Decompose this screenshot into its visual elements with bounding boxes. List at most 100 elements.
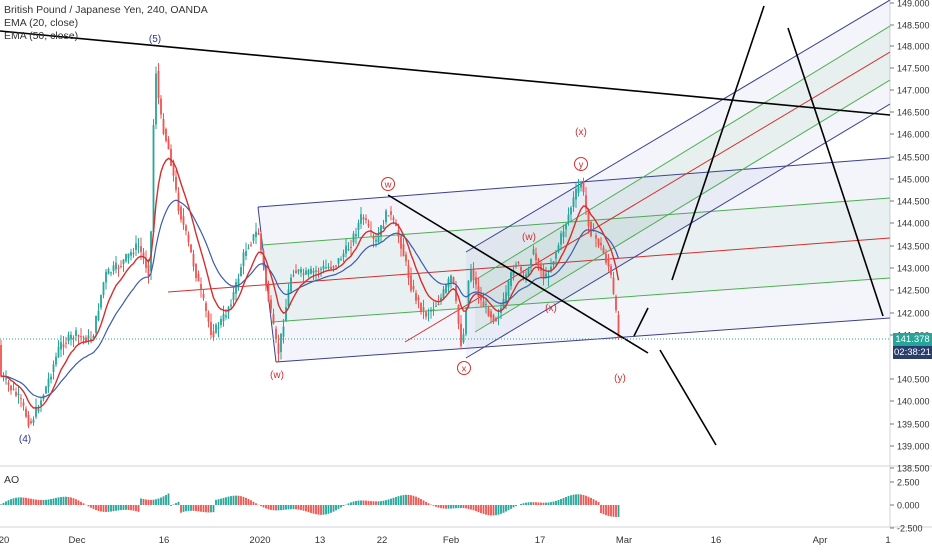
ao-bar xyxy=(280,505,282,510)
candle-body xyxy=(353,234,355,243)
ao-bar xyxy=(490,505,492,515)
price-tick-label: 146.500 xyxy=(897,108,930,118)
ao-bar xyxy=(398,496,400,505)
ao-bar xyxy=(390,499,392,505)
candle-body xyxy=(450,275,452,282)
ao-bar xyxy=(60,497,62,505)
ema50-legend[interactable]: EMA (50, close) xyxy=(4,30,208,43)
candle-body xyxy=(213,331,215,337)
ao-bar xyxy=(535,502,537,505)
ao-bar xyxy=(395,497,397,505)
ao-tick-label: 0.000 xyxy=(897,501,920,511)
candle-body xyxy=(223,314,225,321)
ao-bar xyxy=(158,499,160,505)
ao-bar xyxy=(365,501,367,505)
price-tick-label: 138.500 xyxy=(897,464,930,474)
ao-bar xyxy=(245,498,247,505)
candle-body xyxy=(320,269,322,270)
candle-body xyxy=(188,235,190,242)
ao-bar xyxy=(348,503,350,505)
ao-bar xyxy=(605,505,607,515)
candle-body xyxy=(5,378,7,379)
candle-body xyxy=(80,336,82,337)
ao-bar xyxy=(295,505,297,509)
candle-body xyxy=(233,292,235,300)
ao-bar xyxy=(160,498,162,505)
ao-bar xyxy=(28,498,30,505)
projection-line-2 xyxy=(660,350,716,445)
ao-bar xyxy=(208,505,210,512)
ao-bar xyxy=(8,500,10,505)
candle-body xyxy=(600,243,602,246)
ao-bar xyxy=(360,500,362,505)
ao-bar xyxy=(373,501,375,505)
ao-bar xyxy=(550,502,552,505)
ao-bar xyxy=(478,505,480,512)
candle-body xyxy=(75,330,77,336)
candle-body xyxy=(383,226,385,229)
price-tick-label: 139.000 xyxy=(897,442,930,452)
ao-bar xyxy=(383,501,385,505)
ao-bar xyxy=(575,494,577,505)
candle-body xyxy=(200,284,202,290)
ao-bar xyxy=(25,498,27,505)
ao-bar xyxy=(495,505,497,515)
candle-body xyxy=(220,319,222,325)
candle-body xyxy=(573,197,575,207)
candle-body xyxy=(520,267,522,271)
candle-body xyxy=(133,253,135,254)
candle-body xyxy=(338,258,340,263)
ao-bar xyxy=(443,505,445,509)
ao-bar xyxy=(113,505,115,511)
symbol-title[interactable]: British Pound / Japanese Yen, 240, OANDA xyxy=(4,4,208,17)
candle-body xyxy=(63,344,65,347)
countdown-badge: 02:38:21 xyxy=(893,346,932,359)
candle-body xyxy=(313,271,315,273)
ao-bar xyxy=(68,497,70,505)
ao-bar xyxy=(218,499,220,505)
ao-bar xyxy=(170,505,172,506)
price-tick-label: 148.000 xyxy=(897,42,930,52)
ao-bar xyxy=(75,499,77,505)
candle-body xyxy=(280,333,282,352)
ao-bar xyxy=(618,505,620,517)
ao-indicator-label[interactable]: AO xyxy=(4,474,19,486)
ao-bar xyxy=(148,500,150,505)
candle-body xyxy=(215,325,217,333)
candle-body xyxy=(360,214,362,224)
time-tick-label: 13 xyxy=(315,535,326,546)
candle-body xyxy=(183,216,185,225)
ao-bar xyxy=(568,496,570,505)
ao-bar xyxy=(570,495,572,505)
ao-bar xyxy=(123,505,125,510)
ao-bar xyxy=(378,501,380,505)
wave-label-w-paren: (w) xyxy=(270,370,284,381)
candle-body xyxy=(333,266,335,268)
ema20-legend[interactable]: EMA (20, close) xyxy=(4,17,208,30)
ao-bar xyxy=(45,500,47,505)
candle-body xyxy=(120,266,122,267)
ao-bar xyxy=(433,505,435,506)
wave-label-y-circle: y xyxy=(579,160,584,171)
price-axis: 149.000148.500148.000147.500147.000146.5… xyxy=(890,0,930,474)
candle-body xyxy=(83,337,85,338)
ao-bar xyxy=(355,501,357,505)
ao-bar xyxy=(205,505,207,512)
ao-bar xyxy=(255,503,257,505)
candle-body xyxy=(25,409,27,417)
candle-body xyxy=(288,289,290,306)
wave-label-x-circle: x xyxy=(462,364,467,375)
ao-bar xyxy=(330,505,332,513)
candle-body xyxy=(410,275,412,290)
candle-body xyxy=(290,277,292,291)
ao-bar xyxy=(488,505,490,515)
ao-bar xyxy=(613,505,615,517)
candle-body xyxy=(465,312,467,334)
candle-body xyxy=(180,207,182,220)
candle-body xyxy=(300,269,302,272)
ao-bar xyxy=(15,498,17,505)
candle-body xyxy=(103,282,105,295)
